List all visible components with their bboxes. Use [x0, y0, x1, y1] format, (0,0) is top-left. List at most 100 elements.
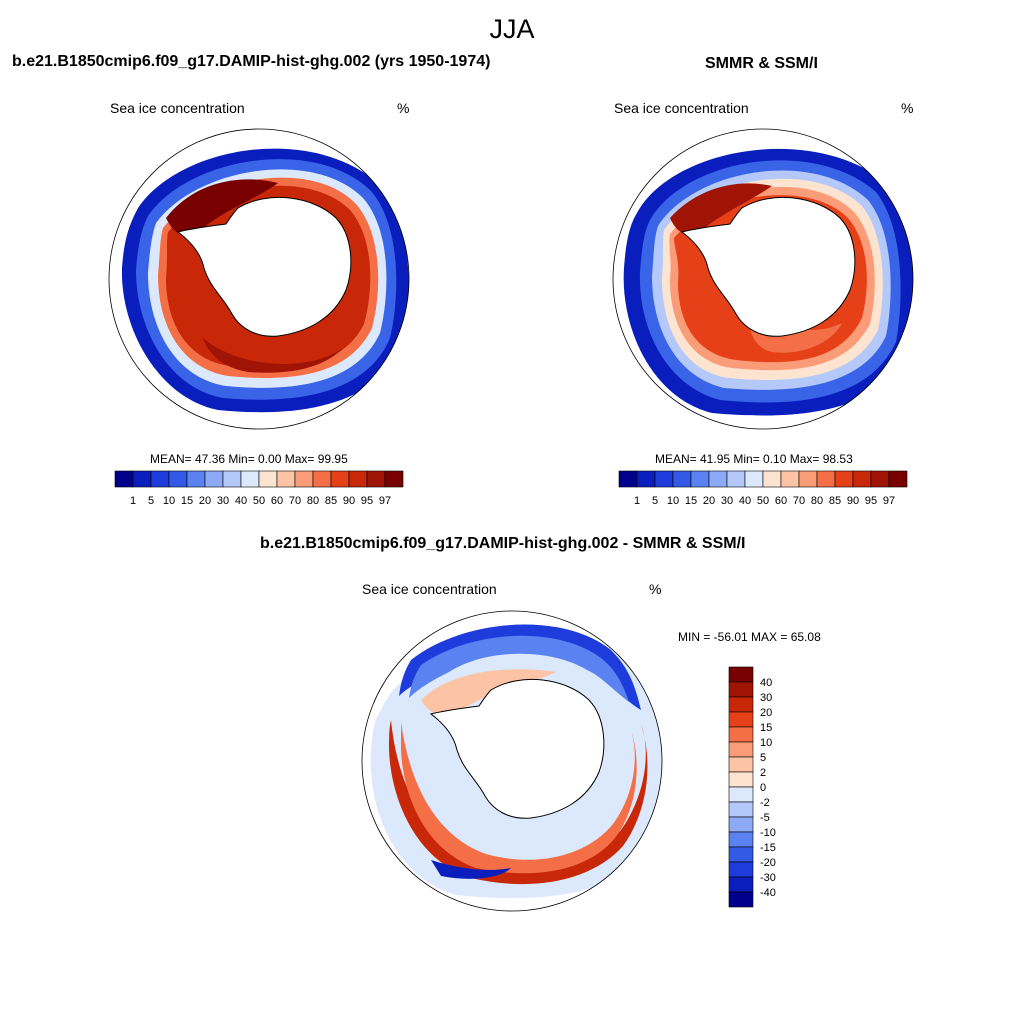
model-colorbar-swatch [366, 470, 386, 488]
model-colorbar-tick-label: 70 [289, 495, 301, 507]
diff-colorbar-swatch [728, 786, 754, 803]
model-colorbar-tick-label: 40 [235, 495, 247, 507]
obs-colorbar-swatch [744, 470, 764, 488]
obs-colorbar-swatch [816, 470, 836, 488]
obs-colorbar-swatch [636, 470, 656, 488]
model-colorbar-tick-label: 50 [253, 495, 265, 507]
model-colorbar-tick-label: 5 [148, 495, 154, 507]
model-colorbar-tick-label: 20 [199, 495, 211, 507]
model-colorbar-swatch [132, 470, 152, 488]
model-colorbar-swatch [114, 470, 134, 488]
obs-panel-title: SMMR & SSM/I [705, 55, 818, 72]
diff-colorbar-swatch [728, 846, 754, 863]
obs-colorbar-tick-label: 70 [793, 495, 805, 507]
model-colorbar-tick-label: 97 [379, 495, 391, 507]
obs-colorbar-swatch [726, 470, 746, 488]
obs-polar-map [612, 128, 914, 430]
diff-colorbar-tick-label: -10 [760, 827, 776, 839]
diff-colorbar-tick-label: 5 [760, 752, 766, 764]
obs-colorbar-tick-label: 50 [757, 495, 769, 507]
obs-colorbar-swatch [672, 470, 692, 488]
obs-colorbar-swatch [852, 470, 872, 488]
obs-colorbar-tick-label: 10 [667, 495, 679, 507]
model-colorbar-swatch [384, 470, 404, 488]
diff-colorbar-swatch [728, 681, 754, 698]
obs-colorbar-swatch [870, 470, 890, 488]
obs-colorbar-tick-label: 90 [847, 495, 859, 507]
diff-polar-map [361, 610, 663, 912]
obs-antarctica-land [680, 196, 856, 337]
model-colorbar-tick-label: 90 [343, 495, 355, 507]
obs-colorbar-tick-label: 97 [883, 495, 895, 507]
model-units-label: % [397, 100, 410, 116]
model-colorbar-tick-label: 60 [271, 495, 283, 507]
obs-colorbar: 1 5 10 15 20 30 40 50 60 70 80 85 90 95 97 [618, 470, 908, 507]
diff-colorbar-swatch [728, 861, 754, 878]
diff-colorbar-tick-label: 30 [760, 692, 772, 704]
obs-colorbar-tick-label: 80 [811, 495, 823, 507]
diff-stats: MIN = -56.01 MAX = 65.08 [678, 630, 821, 644]
diff-colorbar-tick-label: -20 [760, 857, 776, 869]
diff-colorbar-swatch [728, 771, 754, 788]
model-colorbar-tick-label: 95 [361, 495, 373, 507]
diff-units-label: % [649, 581, 662, 597]
diff-colorbar-swatch [728, 816, 754, 833]
diff-colorbar-swatch [728, 831, 754, 848]
diff-colorbar-tick-label: 10 [760, 737, 772, 749]
obs-colorbar-tick-label: 30 [721, 495, 733, 507]
model-colorbar-tick-label: 1 [130, 495, 136, 507]
diff-colorbar-swatch [728, 666, 754, 683]
model-variable-label: Sea ice concentration [110, 100, 245, 116]
obs-colorbar-tick-label: 5 [652, 495, 658, 507]
diff-colorbar-swatch [728, 711, 754, 728]
diff-colorbar-swatch [728, 876, 754, 893]
diff-negative-band [399, 624, 641, 710]
obs-colorbar-swatch [834, 470, 854, 488]
model-polar-map [108, 128, 410, 430]
model-colorbar-swatch [330, 470, 350, 488]
obs-colorbar-swatch [654, 470, 674, 488]
diff-variable-label: Sea ice concentration [362, 581, 497, 597]
diff-colorbar-tick-label: -30 [760, 872, 776, 884]
diff-colorbar-tick-label: -5 [760, 812, 770, 824]
obs-colorbar-swatch [888, 470, 908, 488]
diff-colorbar-swatch [728, 726, 754, 743]
model-colorbar-swatch [294, 470, 314, 488]
model-colorbar-swatch [186, 470, 206, 488]
diff-panel-title: b.e21.B1850cmip6.f09_g17.DAMIP-hist-ghg.… [260, 535, 746, 552]
diff-colorbar-swatch [728, 741, 754, 758]
model-colorbar-tick-label: 10 [163, 495, 175, 507]
model-colorbar-swatch [240, 470, 260, 488]
model-colorbar-tick-label: 85 [325, 495, 337, 507]
model-colorbar-swatch [312, 470, 332, 488]
diff-colorbar-tick-label: 40 [760, 677, 772, 689]
diff-colorbar-swatch [728, 756, 754, 773]
obs-colorbar-swatch [762, 470, 782, 488]
obs-colorbar-swatch [708, 470, 728, 488]
figure-title: JJA [489, 14, 535, 44]
diff-colorbar-swatch [728, 801, 754, 818]
obs-colorbar-swatch [690, 470, 710, 488]
model-colorbar-swatch [204, 470, 224, 488]
diff-colorbar-tick-label: 15 [760, 722, 772, 734]
model-antarctica-land [176, 196, 352, 337]
obs-colorbar-tick-label: 95 [865, 495, 877, 507]
model-panel-title: b.e21.B1850cmip6.f09_g17.DAMIP-hist-ghg.… [12, 53, 491, 70]
model-colorbar-swatch [258, 470, 278, 488]
model-colorbar-swatch [150, 470, 170, 488]
diff-colorbar-tick-label: -40 [760, 887, 776, 899]
model-colorbar-tick-label: 15 [181, 495, 193, 507]
obs-colorbar-swatch [780, 470, 800, 488]
model-stats: MEAN= 47.36 Min= 0.00 Max= 99.95 [150, 452, 348, 466]
model-colorbar-swatch [168, 470, 188, 488]
diff-antarctica-land [429, 678, 605, 819]
diff-colorbar-tick-label: 2 [760, 767, 766, 779]
obs-colorbar-tick-label: 15 [685, 495, 697, 507]
diff-colorbar-tick-label: -2 [760, 797, 770, 809]
obs-colorbar-tick-label: 1 [634, 495, 640, 507]
model-colorbar-tick-label: 30 [217, 495, 229, 507]
model-colorbar-swatch [276, 470, 296, 488]
obs-colorbar-tick-label: 40 [739, 495, 751, 507]
diff-colorbar-tick-label: 0 [760, 782, 766, 794]
